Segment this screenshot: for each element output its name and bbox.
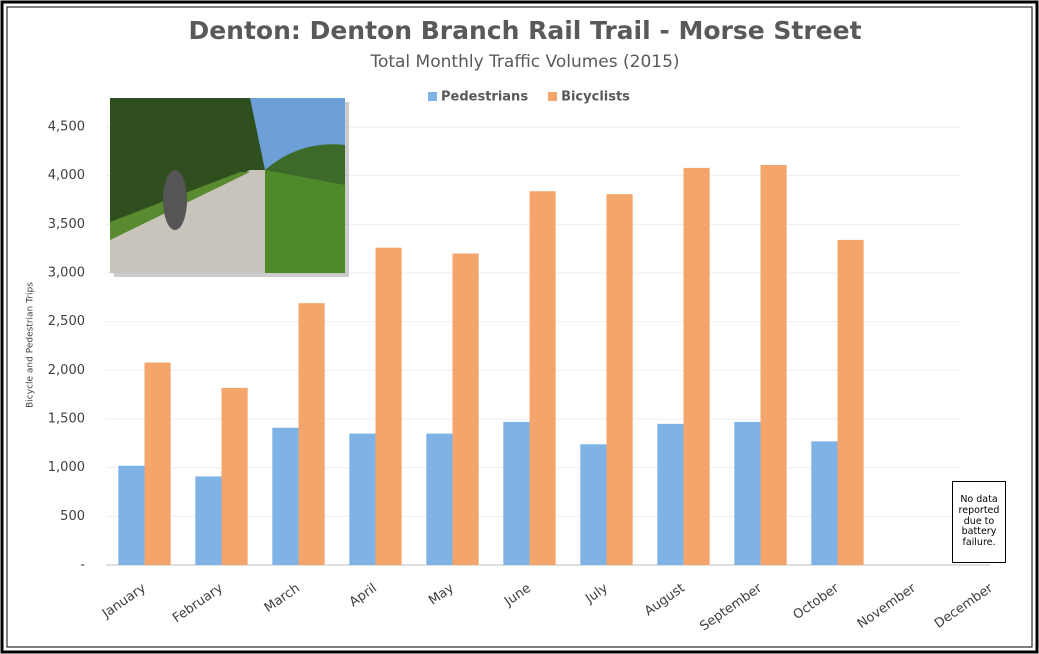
annotation: No data reported due to battery failure. <box>952 481 1006 563</box>
x-tick-label: April <box>347 581 380 610</box>
bar <box>195 476 221 565</box>
y-tick-label: 3,500 <box>48 217 85 232</box>
bar <box>145 363 171 565</box>
x-tick-label: December <box>932 580 996 631</box>
x-tick-label: January <box>99 581 149 622</box>
bar <box>376 248 402 565</box>
bar <box>503 422 529 565</box>
bar <box>657 424 683 565</box>
y-tick-label: 2,500 <box>48 314 85 329</box>
bar <box>426 434 452 565</box>
x-tick-label: October <box>791 580 843 623</box>
bar <box>734 422 760 565</box>
bar <box>530 191 556 565</box>
bar <box>453 254 479 565</box>
x-tick-label: November <box>855 580 920 631</box>
bar <box>761 165 787 565</box>
bar <box>580 444 606 565</box>
y-tick-label: 1,000 <box>48 460 85 475</box>
page: Denton: Denton Branch Rail Trail - Morse… <box>0 0 1039 654</box>
legend: Pedestrians Bicyclists <box>428 90 630 105</box>
legend-label: Pedestrians <box>441 90 528 105</box>
bar <box>118 466 144 565</box>
bar <box>684 168 710 565</box>
legend-swatch <box>428 92 437 101</box>
x-tick-label: May <box>426 581 457 609</box>
bar <box>607 194 633 565</box>
legend-label: Bicyclists <box>561 90 630 105</box>
chart-title: Denton: Denton Branch Rail Trail - Morse… <box>188 16 861 45</box>
chart-subtitle: Total Monthly Traffic Volumes (2015) <box>369 52 679 72</box>
y-tick-label: - <box>80 558 85 573</box>
bar <box>222 388 248 565</box>
bar <box>811 441 837 565</box>
photo-cyclist <box>163 170 187 230</box>
y-tick-label: 500 <box>60 509 85 524</box>
bar <box>349 434 375 565</box>
bar <box>838 240 864 565</box>
y-tick-label: 4,500 <box>48 120 85 135</box>
legend-swatch <box>548 92 557 101</box>
bar <box>272 428 298 565</box>
x-tick-label: February <box>170 581 226 627</box>
x-tick-label: July <box>582 581 611 607</box>
y-tick-label: 2,000 <box>48 363 85 378</box>
y-tick-label: 1,500 <box>48 412 85 427</box>
photo <box>110 98 349 277</box>
bar <box>299 303 325 565</box>
x-tick-label: June <box>501 581 534 610</box>
photo-grass-right <box>265 170 345 273</box>
y-tick-label: 3,000 <box>48 266 85 281</box>
y-tick-label: 4,000 <box>48 168 85 183</box>
x-tick-label: August <box>642 581 688 619</box>
y-axis-title: Bicycle and Pedestrian Trips <box>26 282 36 408</box>
chart: Denton: Denton Branch Rail Trail - Morse… <box>0 0 1039 654</box>
x-tick-label: March <box>262 581 303 616</box>
x-tick-label: September <box>697 580 765 634</box>
